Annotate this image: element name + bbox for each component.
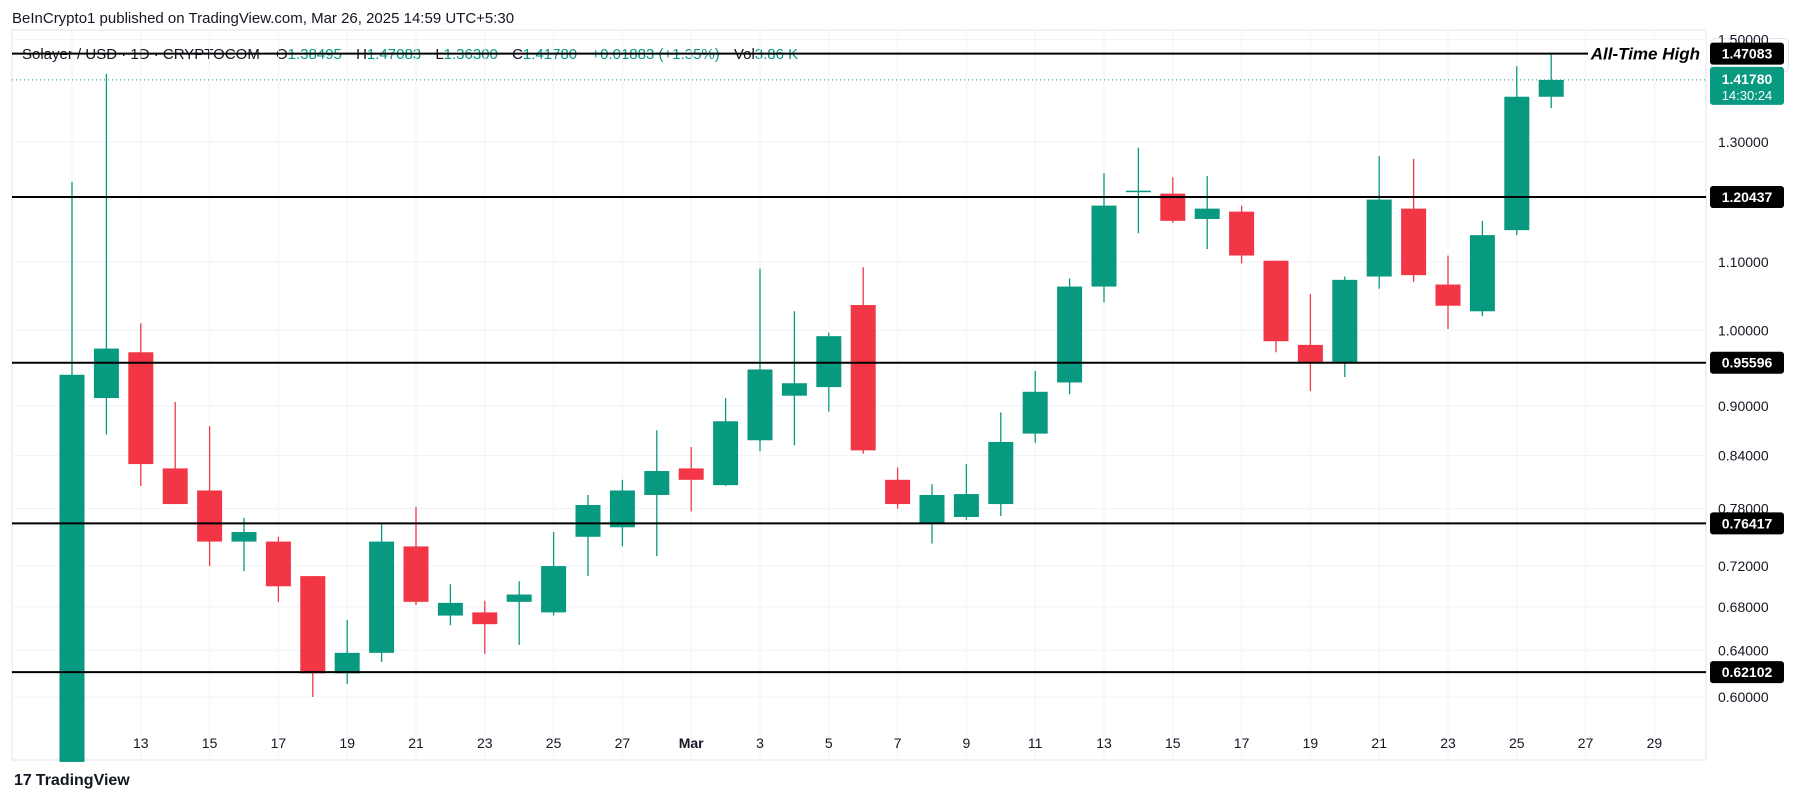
- level-label: 1.47083: [1722, 46, 1773, 62]
- candle-body: [472, 612, 498, 625]
- y-tick-label: 1.30000: [1718, 134, 1769, 150]
- x-tick-label: 17: [271, 735, 287, 751]
- x-tick-label: 21: [1371, 735, 1387, 751]
- symbol-header: Solayer / USD · 1D · CRYPTOCOM O1.38495 …: [22, 46, 808, 63]
- candle-body: [919, 494, 945, 523]
- candle-body: [1504, 96, 1530, 231]
- candle-body: [644, 471, 670, 495]
- candle-body: [300, 576, 326, 674]
- candle-body: [1125, 190, 1151, 193]
- x-tick-label: 15: [1165, 735, 1181, 751]
- candle-body: [885, 479, 911, 505]
- last-price-label: 1.41780: [1722, 71, 1773, 87]
- candle-body: [781, 383, 807, 396]
- candle-body: [1435, 284, 1461, 306]
- candle-body: [265, 541, 291, 587]
- level-label: 1.20437: [1722, 189, 1773, 205]
- candle-body: [1332, 279, 1358, 364]
- candle-body: [162, 468, 188, 505]
- x-tick-label: 5: [825, 735, 833, 751]
- x-tick-label: 7: [894, 735, 902, 751]
- candle-body: [816, 336, 842, 388]
- y-tick-label: 0.90000: [1718, 398, 1769, 414]
- candle-body: [1366, 199, 1392, 277]
- candle-body: [437, 602, 463, 616]
- level-label: 0.95596: [1722, 355, 1773, 371]
- candle-body: [59, 374, 85, 762]
- candle-body: [953, 494, 979, 517]
- candle-body: [678, 468, 704, 480]
- level-label-box: [1710, 661, 1784, 684]
- candle-body: [1091, 205, 1117, 287]
- x-tick-label: 23: [1440, 735, 1456, 751]
- candle-body: [575, 504, 601, 537]
- x-tick-label: 25: [1509, 735, 1525, 751]
- level-label-box: [1710, 351, 1784, 374]
- x-tick-label: 15: [202, 735, 218, 751]
- x-tick-label: 19: [1303, 735, 1319, 751]
- candle-body: [93, 348, 119, 399]
- candle-body: [231, 532, 257, 542]
- candle-body: [369, 541, 395, 653]
- tradingview-logo-text: TradingView: [35, 772, 130, 789]
- countdown-label: 14:30:24: [1722, 88, 1773, 103]
- level-label: 0.76417: [1722, 515, 1773, 531]
- candle-body: [403, 546, 429, 602]
- level-label-box: [1710, 42, 1784, 65]
- x-tick-label: 23: [477, 735, 493, 751]
- y-tick-label: 0.68000: [1718, 599, 1769, 615]
- candle-body: [988, 441, 1014, 505]
- last-price-badge: [1710, 66, 1784, 105]
- x-tick-label: 21: [408, 735, 424, 751]
- all-time-high-annotation: All-Time High: [1590, 45, 1700, 64]
- tradingview-logo[interactable]: 17 TradingView: [14, 772, 130, 790]
- annotation-background: [1588, 40, 1706, 65]
- x-tick-label: 11: [1028, 735, 1043, 751]
- candle-body: [747, 369, 773, 441]
- level-label-box: [1710, 512, 1784, 535]
- candle-body: [1160, 193, 1186, 221]
- x-tick-label: 9: [963, 735, 971, 751]
- y-tick-label: 1.00000: [1718, 322, 1769, 338]
- candle-body: [541, 566, 567, 613]
- level-label: 0.62102: [1722, 664, 1773, 680]
- x-tick-label: 13: [1096, 735, 1112, 751]
- candle-body: [713, 421, 739, 486]
- candle-body: [1263, 260, 1289, 342]
- candle-body: [1022, 391, 1048, 434]
- x-tick-label: 27: [1578, 735, 1594, 751]
- candle-body: [1297, 344, 1323, 364]
- candle-body: [1229, 211, 1255, 256]
- y-tick-label: 0.72000: [1718, 558, 1769, 574]
- y-tick-label: 0.84000: [1718, 447, 1769, 463]
- candle-body: [1057, 286, 1083, 383]
- x-tick-label: 17: [1234, 735, 1250, 751]
- x-tick-label: 25: [546, 735, 562, 751]
- candle-body: [197, 490, 223, 542]
- x-tick-label: 29: [1647, 735, 1663, 751]
- candle-body: [1194, 208, 1220, 219]
- candle-body: [334, 652, 360, 674]
- x-tick-label: Mar: [679, 735, 704, 751]
- candle-body: [128, 352, 154, 465]
- y-tick-label: 0.64000: [1718, 643, 1769, 659]
- publisher-line: BeInCrypto1 published on TradingView.com…: [12, 10, 515, 27]
- tradingview-logo-mark: 17: [14, 772, 32, 789]
- candle-body: [506, 594, 532, 602]
- candle-body: [1538, 79, 1564, 97]
- level-label-box: [1710, 185, 1784, 208]
- candle-body: [850, 305, 876, 451]
- candle-body: [1401, 208, 1427, 276]
- y-tick-label: 0.60000: [1718, 689, 1769, 705]
- y-tick-label: 1.10000: [1718, 254, 1769, 270]
- x-tick-label: 3: [756, 735, 764, 751]
- candle-body: [609, 490, 635, 528]
- candle-body: [1469, 235, 1495, 312]
- x-tick-label: 13: [133, 735, 149, 751]
- x-tick-label: 27: [615, 735, 631, 751]
- x-tick-label: 19: [339, 735, 355, 751]
